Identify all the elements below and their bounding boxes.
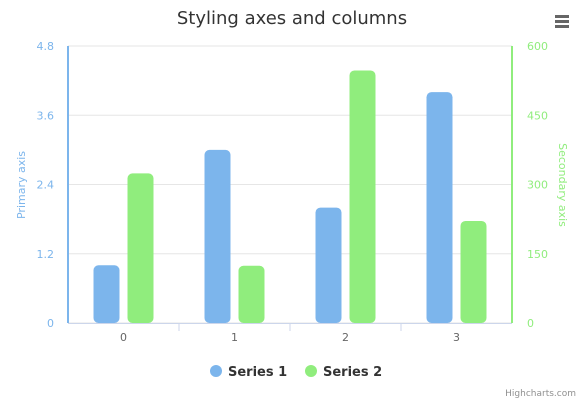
primary-axis-title: Primary axis [15, 151, 28, 219]
hamburger-menu-icon[interactable] [552, 12, 572, 30]
primary-axis-tick-label: 0 [47, 317, 54, 330]
secondary-axis-tick-label: 300 [527, 179, 548, 192]
bar-1-0[interactable] [93, 265, 120, 323]
secondary-axis-tick-label: 600 [527, 40, 548, 53]
chart-title: Styling axes and columns [177, 8, 407, 29]
x-axis-tick-label: 3 [453, 331, 460, 344]
secondary-axis-tick-label: 150 [527, 248, 548, 261]
bar-2-3[interactable] [460, 220, 487, 323]
secondary-axis-tick-label: 0 [527, 317, 534, 330]
legend-item-series-1[interactable]: Series 1 [210, 365, 287, 380]
axes: 0 1.2 2.4 3.6 4.8 0 150 300 450 600 0 1 2 3 [37, 40, 549, 344]
x-axis-tick-label: 0 [120, 331, 127, 344]
secondary-axis-title: Secondary axis [556, 143, 569, 227]
credits-link[interactable]: Highcharts.com [505, 389, 576, 399]
bar-1-3[interactable] [426, 92, 453, 324]
bar-1-1[interactable] [204, 149, 231, 323]
primary-axis-tick-label: 4.8 [37, 40, 55, 53]
x-axis-tick-label: 1 [231, 331, 238, 344]
legend-label: Series 1 [228, 365, 287, 380]
bar-2-0[interactable] [127, 173, 154, 323]
primary-axis-tick-label: 3.6 [37, 109, 55, 122]
bar-2-1[interactable] [238, 265, 265, 323]
secondary-axis-tick-label: 450 [527, 109, 548, 122]
primary-axis-tick-label: 1.2 [37, 248, 55, 261]
bar-1-2[interactable] [315, 207, 342, 323]
legend-item-series-2[interactable]: Series 2 [305, 365, 382, 380]
bars [93, 70, 487, 324]
legend-marker [305, 365, 317, 377]
x-axis-tick-label: 2 [342, 331, 349, 344]
bar-2-2[interactable] [349, 70, 376, 324]
legend-label: Series 2 [323, 365, 382, 380]
primary-axis-tick-label: 2.4 [37, 179, 55, 192]
legend: Series 1 Series 2 [210, 365, 382, 380]
legend-marker [210, 365, 222, 377]
